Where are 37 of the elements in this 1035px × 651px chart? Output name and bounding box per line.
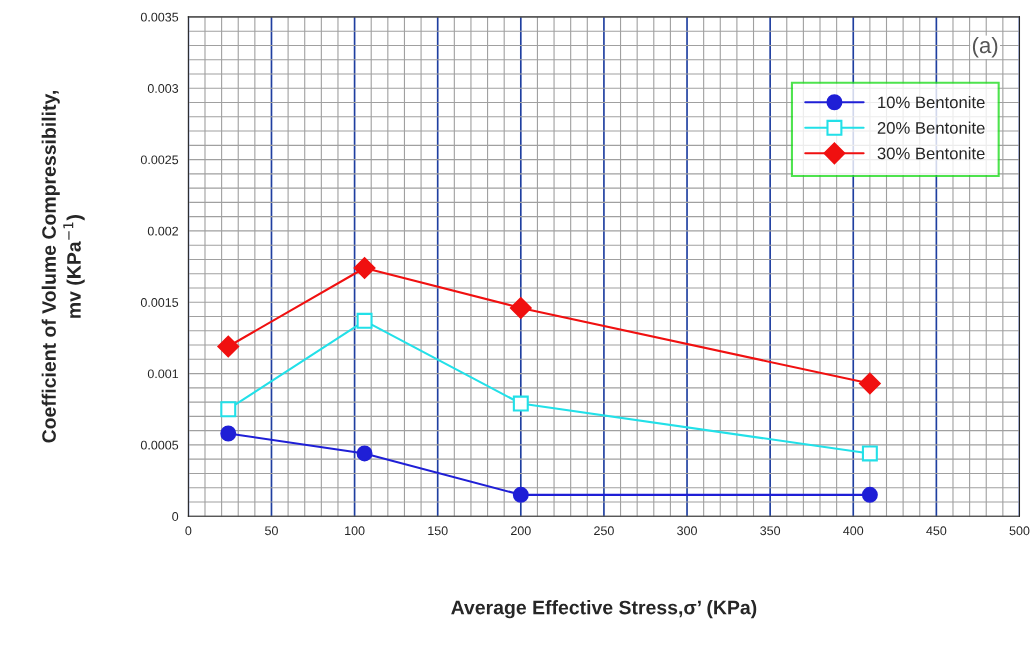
- x-tick-label: 450: [926, 526, 947, 536]
- legend-label: 20% Bentonite: [877, 121, 985, 134]
- x-axis-title: Average Effective Stress,σ’ (KPa): [451, 600, 757, 619]
- y-tick-label: 0.0025: [140, 155, 179, 165]
- point: [861, 445, 878, 462]
- x-tick-label: 150: [428, 526, 448, 536]
- point: [217, 335, 240, 358]
- x-tick-label: 250: [594, 526, 614, 536]
- x-tick-label: 300: [677, 526, 697, 536]
- x-tick-label: 350: [760, 526, 781, 536]
- point: [220, 425, 237, 442]
- y-tick-label: 0.001: [147, 369, 179, 379]
- legend-label: 30% Bentonite: [877, 147, 985, 160]
- y-tick-label: 0.0035: [140, 12, 179, 22]
- x-tick-label: 400: [843, 526, 864, 536]
- point: [861, 486, 878, 503]
- y-axis-title: Coefficient of Volume Compressibility, mv (KPa$^{−1}$): [41, 91, 85, 443]
- y-tick-label: 0.0005: [140, 440, 179, 450]
- legend-label: 10% Bentonite: [878, 96, 985, 109]
- point: [220, 401, 237, 418]
- x-tick-label: 50: [265, 526, 278, 536]
- y-tick-label: 0: [172, 512, 179, 521]
- y-tick-label: 0.003: [147, 84, 179, 93]
- x-tick-label: 0: [185, 526, 192, 536]
- y-tick-label: 0.002: [147, 226, 179, 236]
- point: [859, 372, 881, 395]
- point: [356, 445, 373, 462]
- point: [509, 297, 532, 319]
- x-tick-label: 200: [511, 526, 531, 536]
- annotation: (a): [972, 36, 998, 58]
- point: [512, 486, 529, 503]
- point: [512, 395, 529, 412]
- point: [353, 257, 376, 279]
- x-tick-label: 500: [1009, 526, 1030, 536]
- x-tick-label: 100: [345, 526, 365, 536]
- y-tick-label: 0.0015: [140, 298, 179, 307]
- point: [356, 312, 373, 329]
